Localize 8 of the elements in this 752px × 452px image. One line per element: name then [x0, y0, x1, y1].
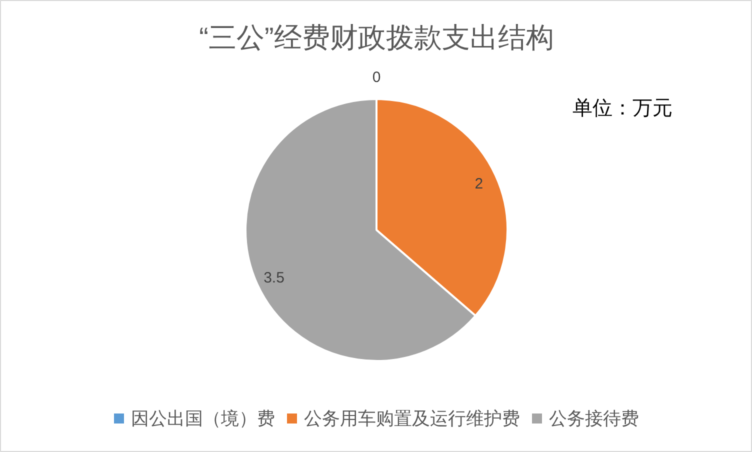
chart-title: “三公”经费财政拨款支出结构: [199, 22, 554, 53]
data-label: 3.5: [264, 269, 284, 286]
text: 0: [372, 69, 381, 86]
legend-label: 因公出国（境）费: [131, 408, 275, 428]
text: 单位：万元: [572, 98, 672, 120]
legend-label: 公务用车购置及运行维护费: [304, 408, 520, 428]
data-label: 2: [474, 176, 484, 193]
legend-label: 公务接待费: [549, 408, 639, 428]
